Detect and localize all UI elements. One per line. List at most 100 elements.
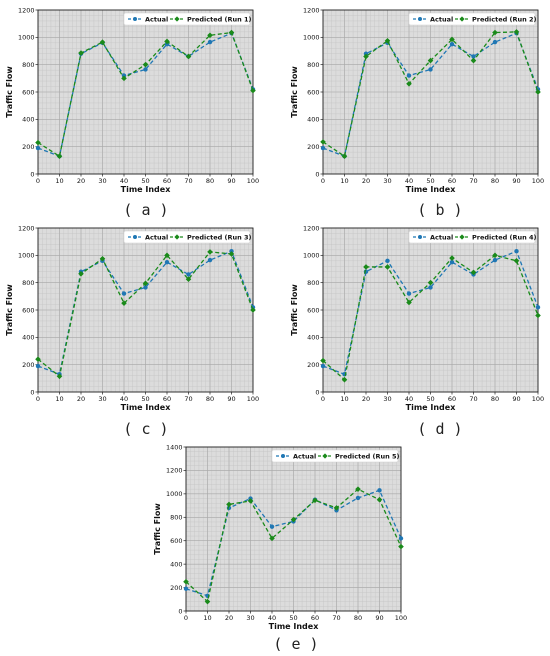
caption-d: ( d ) bbox=[417, 420, 463, 438]
caption-c: ( c ) bbox=[123, 420, 169, 438]
data-point bbox=[341, 153, 348, 160]
y-tick-label: 600 bbox=[307, 88, 319, 96]
data-point bbox=[320, 139, 326, 145]
data-point bbox=[207, 257, 213, 263]
data-point bbox=[384, 37, 391, 44]
legend: Actual Predicted (Run 2) bbox=[408, 12, 537, 26]
x-tick-label: 70 bbox=[469, 177, 477, 185]
x-tick-label: 80 bbox=[206, 395, 214, 403]
data-point bbox=[398, 536, 404, 541]
x-tick-label: 90 bbox=[227, 395, 235, 403]
x-tick-label: 20 bbox=[77, 177, 85, 185]
y-tick-label: 0 bbox=[315, 170, 319, 178]
x-tick-label: 80 bbox=[491, 395, 499, 403]
series-actual bbox=[320, 249, 541, 377]
data-point bbox=[535, 305, 541, 310]
x-axis-label: Time Index bbox=[269, 622, 320, 631]
x-tick-label: 10 bbox=[55, 395, 63, 403]
data-point bbox=[427, 57, 434, 64]
y-tick-label: 800 bbox=[22, 61, 34, 69]
y-tick-label: 600 bbox=[22, 306, 34, 314]
legend-marker bbox=[459, 234, 465, 240]
data-point bbox=[143, 67, 148, 72]
data-point bbox=[35, 139, 41, 146]
legend-label: Actual bbox=[293, 452, 316, 460]
y-tick-label: 800 bbox=[307, 279, 319, 287]
x-tick-label: 30 bbox=[98, 395, 106, 403]
x-axis-label: Time Index bbox=[406, 185, 457, 194]
x-axis-label: Time Index bbox=[121, 185, 172, 194]
data-point bbox=[142, 61, 149, 68]
legend: Actual Predicted (Run 3) bbox=[123, 230, 252, 244]
caption-b: ( b ) bbox=[417, 201, 463, 219]
legend-box bbox=[123, 230, 251, 244]
x-tick-label: 0 bbox=[184, 614, 188, 622]
x-tick-label: 10 bbox=[340, 395, 348, 403]
x-tick-label: 60 bbox=[163, 395, 171, 403]
x-tick-label: 60 bbox=[448, 177, 456, 185]
y-tick-label: 400 bbox=[22, 334, 34, 342]
y-axis-label: Traffic Flow bbox=[5, 284, 14, 336]
x-tick-label: 40 bbox=[405, 395, 413, 403]
y-tick-label: 200 bbox=[170, 584, 182, 592]
y-tick-label: 1200 bbox=[18, 224, 35, 232]
data-point bbox=[143, 285, 148, 290]
y-tick-label: 400 bbox=[307, 334, 319, 342]
y-tick-label: 0 bbox=[30, 388, 34, 396]
legend-label: Predicted (Run 1) bbox=[187, 15, 252, 23]
y-tick-label: 200 bbox=[307, 143, 319, 151]
x-tick-label: 40 bbox=[120, 177, 128, 185]
caption-e: ( e ) bbox=[273, 635, 319, 653]
legend-label: Actual bbox=[430, 15, 453, 23]
chart-d-svg: 0 10 20 30 40 50 60 70 80 90 100020040060080010001… bbox=[290, 224, 544, 412]
data-point bbox=[99, 39, 106, 45]
x-tick-label: 70 bbox=[184, 177, 192, 185]
legend-marker bbox=[133, 235, 137, 239]
y-tick-label: 1200 bbox=[303, 6, 320, 14]
y-tick-label: 400 bbox=[307, 116, 319, 124]
data-point bbox=[121, 291, 127, 296]
x-tick-label: 50 bbox=[141, 395, 149, 403]
x-tick-label: 90 bbox=[227, 177, 235, 185]
chart-panel-c: 0 10 20 30 40 50 60 70 80 90 100 0 200 400 600 800 1000 1… bbox=[0, 218, 262, 418]
data-point bbox=[492, 39, 498, 45]
legend-marker bbox=[322, 453, 328, 459]
y-tick-label: 200 bbox=[22, 361, 34, 369]
chart-e-svg: 0 10 20 30 40 50 60 70 80 90 100020040060080010001… bbox=[153, 443, 407, 631]
data-point bbox=[492, 29, 498, 36]
x-tick-label: 40 bbox=[405, 177, 413, 185]
legend-label: Predicted (Run 3) bbox=[187, 233, 252, 241]
legend-box bbox=[408, 12, 536, 26]
x-tick-label: 60 bbox=[448, 395, 456, 403]
data-point bbox=[471, 54, 476, 59]
x-tick-label: 80 bbox=[206, 177, 214, 185]
x-tick-label: 100 bbox=[532, 395, 544, 403]
legend-box bbox=[408, 230, 536, 244]
data-point bbox=[183, 586, 189, 591]
x-tick-label: 70 bbox=[184, 395, 192, 403]
legend-box bbox=[123, 12, 251, 26]
data-point bbox=[290, 516, 297, 523]
legend-marker bbox=[459, 16, 465, 22]
chart-a-svg: 0 10 20 30 40 50 60 70 80 90 100020040060080010001… bbox=[5, 6, 259, 194]
x-tick-label: 30 bbox=[383, 177, 391, 185]
data-point bbox=[406, 291, 412, 296]
x-tick-label: 70 bbox=[332, 614, 340, 622]
series-line bbox=[185, 489, 402, 597]
data-point bbox=[204, 598, 211, 605]
y-tick-label: 0 bbox=[315, 388, 319, 396]
x-tick-label: 50 bbox=[426, 395, 434, 403]
series-predicted bbox=[35, 29, 256, 160]
data-point bbox=[207, 39, 213, 45]
data-point bbox=[406, 299, 412, 306]
legend: Actual Predicted (Run 5) bbox=[271, 449, 400, 463]
data-point bbox=[121, 75, 127, 82]
y-tick-label: 400 bbox=[170, 560, 182, 568]
x-tick-label: 10 bbox=[340, 177, 348, 185]
data-point bbox=[363, 53, 369, 60]
data-point bbox=[183, 578, 189, 585]
data-point bbox=[428, 67, 433, 72]
legend: Actual Predicted (Run 1) bbox=[123, 12, 252, 26]
legend-marker bbox=[281, 454, 285, 458]
x-tick-label: 20 bbox=[225, 614, 233, 622]
